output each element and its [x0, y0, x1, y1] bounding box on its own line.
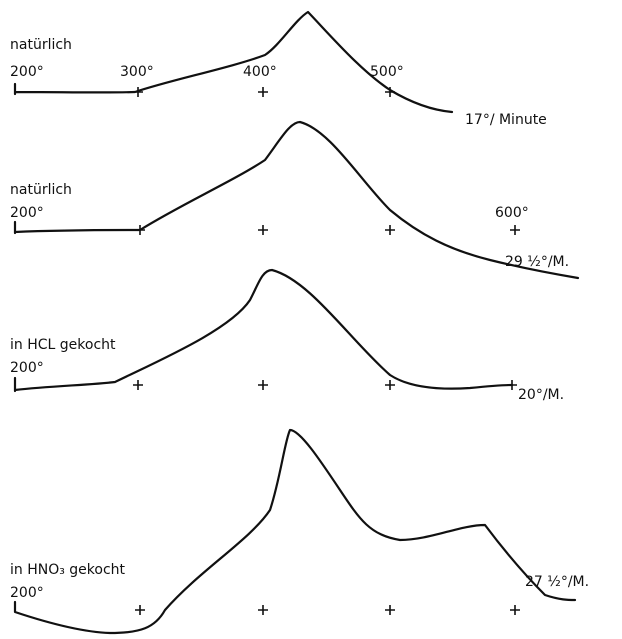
- rate-label: 20°/M.: [518, 387, 564, 403]
- tick-label: 500°: [370, 64, 404, 80]
- rate-label: 17°/ Minute: [465, 112, 547, 128]
- tick-label: 200°: [10, 64, 44, 80]
- curve: [13, 120, 580, 280]
- panel: natürlich 200° 300° 400° 500° 17°/ Minut…: [10, 10, 547, 128]
- panel: in HCL gekocht 200° 20°/M.: [10, 268, 564, 403]
- tick-label: 300°: [120, 64, 154, 80]
- tick-label: 600°: [495, 205, 529, 221]
- panel-label: in HCL gekocht: [10, 337, 116, 353]
- tick-label: 200°: [10, 585, 44, 601]
- tick-label: 200°: [10, 205, 44, 221]
- tick-label: 200°: [10, 360, 44, 376]
- panel-label: in HNO₃ gekocht: [10, 562, 126, 578]
- tick-marks: [133, 87, 395, 97]
- tick-label: 400°: [243, 64, 277, 80]
- panel: in HNO₃ gekocht 200° 27 ½°/M.: [10, 428, 589, 635]
- panel: natürlich 200° 600° 29 ½°/M.: [10, 120, 580, 280]
- tick-marks: [133, 380, 517, 390]
- curve: [13, 268, 514, 393]
- tick-marks: [135, 605, 520, 615]
- panel-label: natürlich: [10, 37, 72, 53]
- rate-label: 27 ½°/M.: [525, 574, 589, 590]
- curve: [13, 428, 577, 635]
- rate-label: 29 ½°/M.: [505, 254, 569, 270]
- tick-marks: [135, 225, 520, 235]
- curve: [13, 10, 454, 114]
- panel-label: natürlich: [10, 182, 72, 198]
